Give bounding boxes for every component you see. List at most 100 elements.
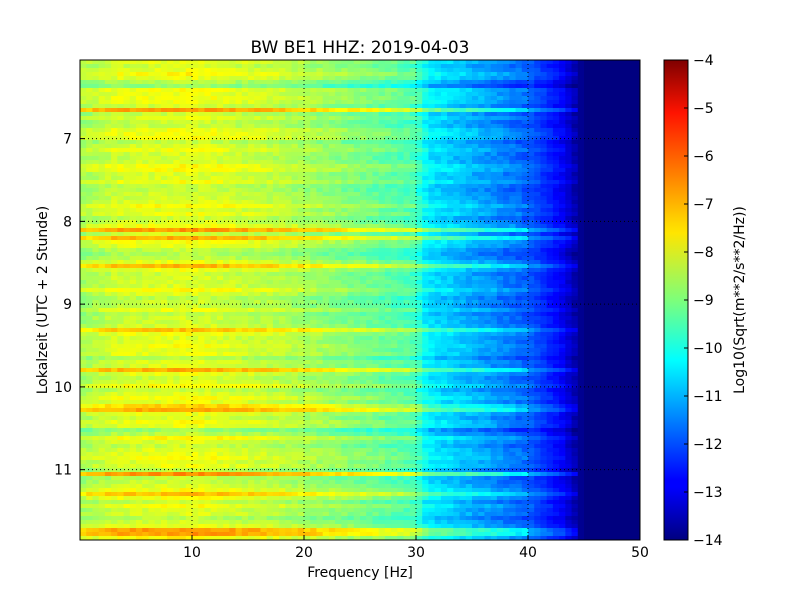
- heatmap-cell: [229, 172, 237, 177]
- heatmap-cell: [552, 116, 560, 121]
- heatmap-cell: [602, 176, 610, 181]
- heatmap-cell: [484, 144, 492, 149]
- heatmap-cell: [192, 116, 199, 121]
- heatmap-cell: [117, 224, 125, 229]
- heatmap-cell: [210, 192, 218, 197]
- heatmap-cell: [559, 196, 566, 201]
- heatmap-cell: [160, 168, 168, 173]
- heatmap-cell: [465, 168, 473, 173]
- heatmap-cell: [272, 120, 280, 125]
- heatmap-cell: [584, 264, 591, 269]
- heatmap-cell: [515, 244, 523, 249]
- heatmap-cell: [192, 192, 199, 197]
- heatmap-cell: [316, 188, 324, 193]
- heatmap-cell: [577, 256, 585, 261]
- heatmap-cell: [198, 120, 206, 125]
- heatmap-cell: [447, 172, 454, 177]
- heatmap-cell: [111, 208, 118, 213]
- heatmap-cell: [552, 188, 560, 193]
- heatmap-cell: [328, 220, 336, 225]
- heatmap-cell: [447, 248, 454, 253]
- heatmap-cell: [447, 244, 454, 249]
- heatmap-cell: [409, 112, 417, 117]
- heatmap-cell: [192, 104, 199, 109]
- heatmap-cell: [621, 144, 629, 149]
- heatmap-cell: [372, 200, 380, 205]
- heatmap-cell: [409, 264, 417, 269]
- heatmap-cell: [366, 116, 374, 121]
- heatmap-cell: [254, 164, 262, 169]
- heatmap-cell: [316, 220, 324, 225]
- heatmap-cell: [453, 200, 461, 205]
- heatmap-cell: [316, 176, 324, 181]
- heatmap-cell: [559, 216, 566, 221]
- heatmap-cell: [98, 72, 106, 77]
- heatmap-cell: [86, 140, 94, 145]
- heatmap-cell: [596, 116, 604, 121]
- heatmap-cell: [192, 148, 199, 153]
- heatmap-cell: [304, 64, 311, 69]
- heatmap-cell: [521, 200, 529, 205]
- heatmap-cell: [335, 148, 342, 153]
- heatmap-cell: [111, 112, 118, 117]
- heatmap-cell: [621, 80, 629, 85]
- heatmap-cell: [154, 192, 162, 197]
- heatmap-cell: [546, 172, 554, 177]
- heatmap-cell: [434, 220, 442, 225]
- heatmap-cell: [372, 180, 380, 185]
- heatmap-cell: [503, 276, 510, 281]
- heatmap-cell: [322, 180, 330, 185]
- heatmap-cell: [571, 208, 579, 213]
- heatmap-cell: [422, 104, 430, 109]
- heatmap-cell: [272, 72, 280, 77]
- heatmap-cell: [179, 268, 187, 273]
- heatmap-cell: [459, 120, 467, 125]
- heatmap-cell: [310, 108, 318, 113]
- heatmap-cell: [223, 152, 230, 157]
- heatmap-cell: [285, 264, 293, 269]
- heatmap-cell: [484, 84, 492, 89]
- heatmap-cell: [552, 108, 560, 113]
- heatmap-cell: [496, 72, 504, 77]
- heatmap-cell: [596, 136, 604, 141]
- heatmap-cell: [304, 108, 311, 113]
- heatmap-cell: [428, 184, 436, 189]
- heatmap-cell: [285, 196, 293, 201]
- heatmap-cell: [453, 212, 461, 217]
- heatmap-cell: [154, 140, 162, 145]
- heatmap-cell: [472, 236, 479, 241]
- heatmap-cell: [366, 172, 374, 177]
- heatmap-cell: [434, 176, 442, 181]
- heatmap-cell: [235, 200, 243, 205]
- heatmap-cell: [397, 232, 405, 237]
- heatmap-cell: [248, 212, 255, 217]
- heatmap-cell: [272, 192, 280, 197]
- heatmap-cell: [279, 264, 286, 269]
- heatmap-cell: [534, 240, 542, 245]
- heatmap-cell: [422, 60, 430, 65]
- heatmap-cell: [366, 96, 374, 101]
- heatmap-cell: [260, 184, 268, 189]
- heatmap-cell: [602, 164, 610, 169]
- heatmap-cell: [335, 140, 342, 145]
- heatmap-cell: [148, 124, 156, 129]
- heatmap-cell: [216, 232, 224, 237]
- heatmap-cell: [422, 184, 430, 189]
- heatmap-cell: [254, 92, 262, 97]
- heatmap-cell: [235, 252, 243, 257]
- heatmap-cell: [198, 248, 206, 253]
- heatmap-cell: [254, 224, 262, 229]
- heatmap-cell: [111, 200, 118, 205]
- heatmap-cell: [341, 232, 349, 237]
- heatmap-cell: [148, 156, 156, 161]
- heatmap-cell: [434, 172, 442, 177]
- heatmap-cell: [235, 88, 243, 93]
- heatmap-cell: [160, 216, 168, 221]
- heatmap-cell: [384, 100, 392, 105]
- heatmap-cell: [528, 108, 535, 113]
- heatmap-cell: [328, 120, 336, 125]
- heatmap-cell: [608, 256, 616, 261]
- heatmap-cell: [167, 112, 174, 117]
- heatmap-cell: [378, 120, 386, 125]
- heatmap-cell: [515, 176, 523, 181]
